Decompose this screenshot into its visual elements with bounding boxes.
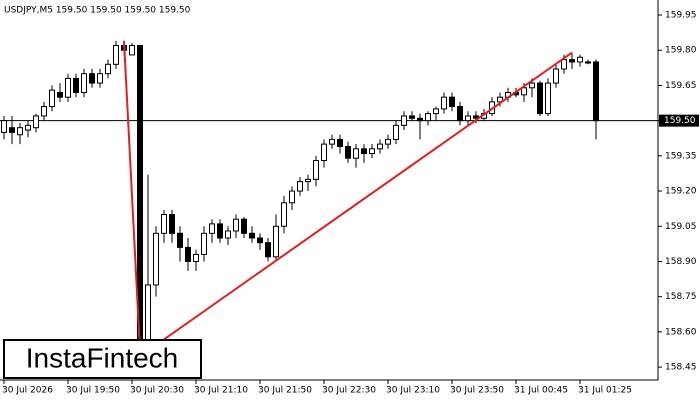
- candle-body: [145, 284, 151, 345]
- x-tick-label: 31 Jul 00:45: [514, 386, 568, 396]
- candle-body: [209, 223, 215, 234]
- candle-body: [257, 237, 263, 244]
- candle-body: [225, 230, 231, 239]
- candle-body: [377, 143, 383, 150]
- x-tick-label: 30 Jul 21:50: [258, 386, 312, 396]
- y-tick-label: 158.45: [665, 363, 697, 373]
- candle-body: [265, 242, 271, 258]
- x-tick-label: 30 Jul 23:50: [450, 386, 504, 396]
- candle-body: [33, 115, 39, 129]
- candle-body: [153, 232, 159, 286]
- candle-body: [89, 73, 95, 84]
- candle-body: [433, 108, 439, 115]
- y-tick-label: 159.20: [665, 187, 697, 197]
- candle-body: [73, 77, 79, 93]
- candle-body: [97, 73, 103, 84]
- y-tick-label: 158.90: [665, 257, 697, 267]
- candle-body: [457, 106, 463, 122]
- price-tag-box: [659, 114, 699, 127]
- candle-body: [449, 96, 455, 108]
- candle-body: [49, 89, 55, 108]
- candle-body: [289, 190, 295, 204]
- candle-body: [553, 68, 559, 84]
- x-tick-label: 30 Jul 22:30: [322, 386, 376, 396]
- candle-body: [193, 253, 199, 262]
- candle-body: [201, 232, 207, 255]
- y-tick-label: 159.05: [665, 222, 697, 232]
- x-tick-label: 30 Jul 20:30: [130, 386, 184, 396]
- candle-body: [217, 223, 223, 239]
- candle-body: [9, 127, 15, 133]
- chart-title: USDJPY,M5 159.50 159.50 159.50 159.50: [4, 6, 191, 16]
- candle-body: [249, 232, 255, 239]
- candle-body: [129, 45, 135, 56]
- candle-body: [545, 82, 551, 115]
- candle-body: [497, 96, 503, 103]
- candle-body: [161, 214, 167, 234]
- candle-body: [337, 138, 343, 147]
- x-tick-label: 30 Jul 23:10: [386, 386, 440, 396]
- candle-body: [65, 77, 71, 98]
- candle-body: [441, 96, 447, 110]
- candle-body: [593, 61, 599, 122]
- candle-body: [57, 91, 63, 98]
- plot: [0, 40, 658, 356]
- candle-body: [529, 82, 535, 89]
- candle-body: [353, 148, 359, 159]
- candle-body: [561, 59, 567, 70]
- candle-body: [185, 246, 191, 262]
- candle-body: [329, 138, 335, 145]
- candle-body: [313, 160, 319, 180]
- candle-body: [345, 145, 351, 159]
- candle-body: [321, 143, 327, 162]
- logo: InstaFintech: [26, 342, 179, 373]
- candle-body: [169, 214, 175, 234]
- candle-body: [361, 148, 367, 155]
- candle-body: [417, 117, 423, 122]
- candle-body: [17, 127, 23, 136]
- candle-body: [305, 178, 311, 183]
- candle-body: [281, 202, 287, 227]
- y-tick-label: 159.95: [665, 11, 697, 21]
- y-tick-label: 158.75: [665, 292, 697, 302]
- candle-body: [81, 73, 87, 93]
- y-tick-label: 159.65: [665, 81, 697, 91]
- candle-body: [393, 124, 399, 140]
- logo-box: [3, 339, 202, 379]
- price-tag: 159.50: [664, 116, 696, 126]
- candle-body: [1, 120, 7, 133]
- pattern-line: [147, 51, 573, 352]
- candle-body: [537, 82, 543, 115]
- x-tick-label: 31 Jul 01:25: [578, 386, 632, 396]
- candle-body: [297, 181, 303, 192]
- candle-body: [569, 59, 575, 63]
- x-tick-label: 30 Jul 19:50: [66, 386, 120, 396]
- candle-body: [41, 106, 47, 117]
- candle-body: [233, 218, 239, 232]
- candle-body: [401, 115, 407, 126]
- candle-body: [113, 45, 119, 65]
- candle-body: [25, 124, 31, 131]
- pattern-line: [123, 40, 141, 351]
- candle-body: [521, 87, 527, 96]
- candle-body: [273, 225, 279, 258]
- y-tick-label: 159.80: [665, 46, 697, 56]
- candle-body: [425, 113, 431, 122]
- candle-body: [465, 115, 471, 122]
- y-tick-label: 159.35: [665, 151, 697, 161]
- x-tick-label: 30 Jul 21:10: [194, 386, 248, 396]
- candle-body: [577, 56, 583, 63]
- y-tick-label: 158.60: [665, 327, 697, 337]
- candle-body: [385, 138, 391, 145]
- candle-body: [585, 61, 591, 64]
- candle-body: [177, 232, 183, 248]
- candle-body: [409, 115, 415, 119]
- candle-body: [105, 63, 111, 75]
- candle-body: [241, 218, 247, 234]
- x-tick-label: 30 Jul 2026: [2, 386, 53, 396]
- candle-body: [369, 148, 375, 155]
